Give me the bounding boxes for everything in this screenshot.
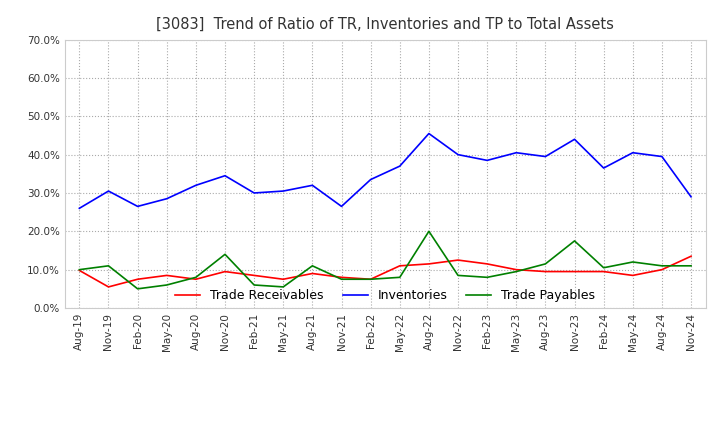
Inventories (570, 137, 579, 142)
Inventories (687, 194, 696, 199)
Inventories (75, 205, 84, 211)
Trade Receivables (279, 277, 287, 282)
Trade Payables (570, 238, 579, 244)
Trade Receivables (570, 269, 579, 274)
Trade Payables (337, 277, 346, 282)
Trade Receivables (657, 267, 666, 272)
Inventories (425, 131, 433, 136)
Trade Receivables (541, 269, 550, 274)
Trade Payables (657, 263, 666, 268)
Inventories (337, 204, 346, 209)
Inventories (366, 177, 375, 182)
Trade Receivables (192, 277, 200, 282)
Trade Payables (629, 259, 637, 264)
Inventories (163, 196, 171, 202)
Inventories (308, 183, 317, 188)
Trade Receivables (163, 273, 171, 278)
Trade Receivables (366, 277, 375, 282)
Inventories (192, 183, 200, 188)
Trade Payables (104, 263, 113, 268)
Inventories (483, 158, 492, 163)
Trade Receivables (133, 277, 142, 282)
Trade Receivables (104, 284, 113, 290)
Trade Payables (75, 267, 84, 272)
Inventories (629, 150, 637, 155)
Trade Payables (163, 282, 171, 288)
Trade Payables (308, 263, 317, 268)
Inventories (395, 164, 404, 169)
Trade Payables (425, 229, 433, 234)
Legend: Trade Receivables, Inventories, Trade Payables: Trade Receivables, Inventories, Trade Pa… (170, 284, 600, 307)
Trade Receivables (308, 271, 317, 276)
Trade Receivables (512, 267, 521, 272)
Trade Payables (192, 275, 200, 280)
Trade Payables (454, 273, 462, 278)
Trade Payables (366, 277, 375, 282)
Trade Receivables (220, 269, 229, 274)
Inventories (220, 173, 229, 178)
Inventories (599, 165, 608, 171)
Trade Payables (250, 282, 258, 288)
Inventories (541, 154, 550, 159)
Trade Payables (279, 284, 287, 290)
Trade Receivables (483, 261, 492, 267)
Trade Payables (483, 275, 492, 280)
Trade Payables (395, 275, 404, 280)
Trade Receivables (395, 263, 404, 268)
Line: Trade Receivables: Trade Receivables (79, 256, 691, 287)
Trade Receivables (250, 273, 258, 278)
Line: Inventories: Inventories (79, 134, 691, 208)
Title: [3083]  Trend of Ratio of TR, Inventories and TP to Total Assets: [3083] Trend of Ratio of TR, Inventories… (156, 16, 614, 32)
Inventories (454, 152, 462, 157)
Trade Receivables (629, 273, 637, 278)
Inventories (133, 204, 142, 209)
Trade Payables (541, 261, 550, 267)
Inventories (657, 154, 666, 159)
Trade Receivables (599, 269, 608, 274)
Trade Payables (512, 269, 521, 274)
Trade Receivables (425, 261, 433, 267)
Trade Payables (220, 252, 229, 257)
Inventories (104, 188, 113, 194)
Trade Receivables (337, 275, 346, 280)
Inventories (279, 188, 287, 194)
Trade Payables (687, 263, 696, 268)
Line: Trade Payables: Trade Payables (79, 231, 691, 289)
Trade Receivables (687, 253, 696, 259)
Inventories (250, 191, 258, 196)
Trade Payables (133, 286, 142, 291)
Inventories (512, 150, 521, 155)
Trade Receivables (75, 268, 84, 273)
Trade Receivables (454, 257, 462, 263)
Trade Payables (599, 265, 608, 270)
